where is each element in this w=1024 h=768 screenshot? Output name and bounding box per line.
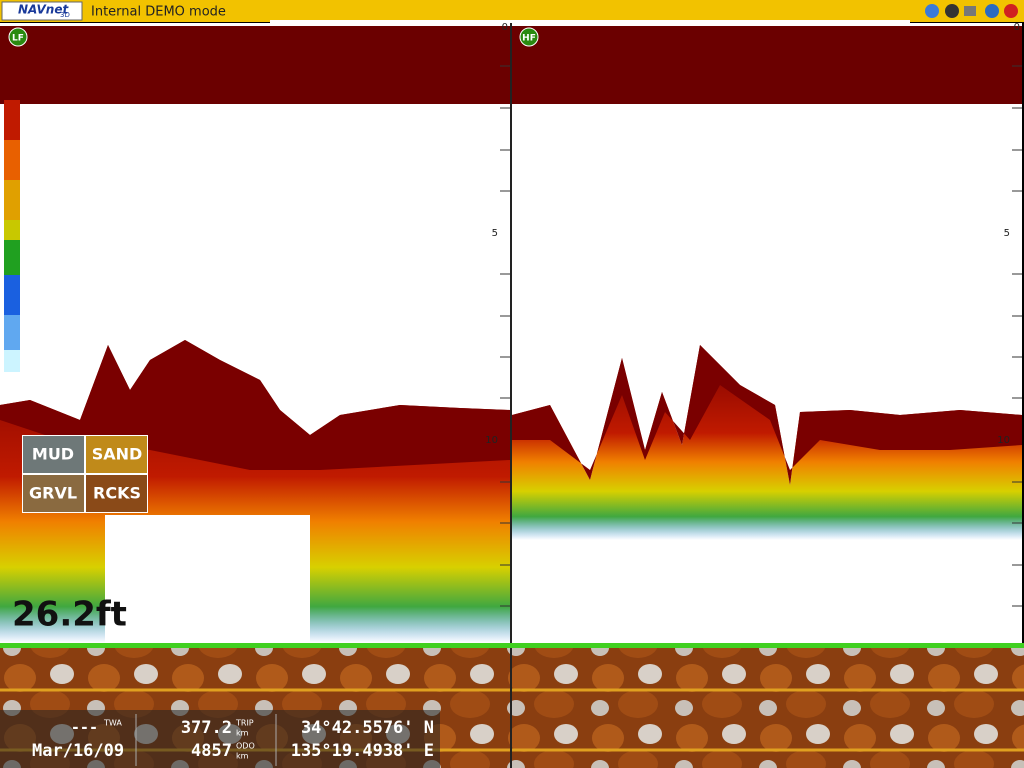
hf-pane: [512, 23, 1022, 643]
scale-label: 0: [502, 22, 508, 33]
odo-label: ODO: [236, 742, 255, 751]
scale-label: 5: [492, 228, 498, 239]
bottom-line: [0, 643, 1024, 648]
bottom-cell: SAND: [92, 445, 143, 464]
scale-label: 10: [485, 435, 498, 446]
scale-label: 5: [1004, 228, 1010, 239]
logo: NAVnet: [18, 3, 69, 17]
latitude: 34°42.5576' N: [301, 718, 434, 738]
longitude: 135°19.4938' E: [291, 741, 434, 761]
seabed: [512, 648, 1024, 768]
scale-label: 0: [1014, 22, 1020, 33]
mode-text: Internal DEMO mode: [91, 5, 226, 20]
scale-label: 10: [997, 435, 1010, 446]
title-bar: [0, 0, 1024, 22]
lf-label: LF: [12, 34, 24, 44]
bottom-type: MUD SAND GRVL RCKS: [22, 435, 148, 513]
bottom-cell: MUD: [32, 445, 74, 464]
lf-badge[interactable]: [8, 27, 28, 47]
twa-label: TWA: [103, 719, 122, 728]
status-sep: [135, 714, 277, 766]
odo-unit: km: [236, 752, 249, 761]
trip: 377.2: [181, 718, 232, 738]
hf-badge[interactable]: [519, 27, 539, 47]
lf-pane: [0, 23, 510, 643]
divider: [510, 23, 512, 768]
logo-box: [1, 1, 83, 21]
bottom-cell: GRVL: [29, 484, 77, 503]
hf-label: HF: [522, 34, 536, 44]
trip-label: TRIP: [235, 719, 254, 728]
progress: [270, 20, 910, 23]
depth: 26.2ft: [12, 595, 127, 635]
bottom-cell: RCKS: [93, 484, 141, 503]
status-bar: [0, 710, 440, 768]
odo: 4857: [191, 741, 232, 761]
tray-icons[interactable]: [925, 4, 1018, 18]
logo-sub: 3D: [60, 11, 70, 19]
trip-unit: km: [236, 729, 249, 738]
date: Mar/16/09: [32, 741, 124, 761]
twa-value: ---: [71, 719, 98, 737]
scale-ticks: [500, 65, 1022, 607]
